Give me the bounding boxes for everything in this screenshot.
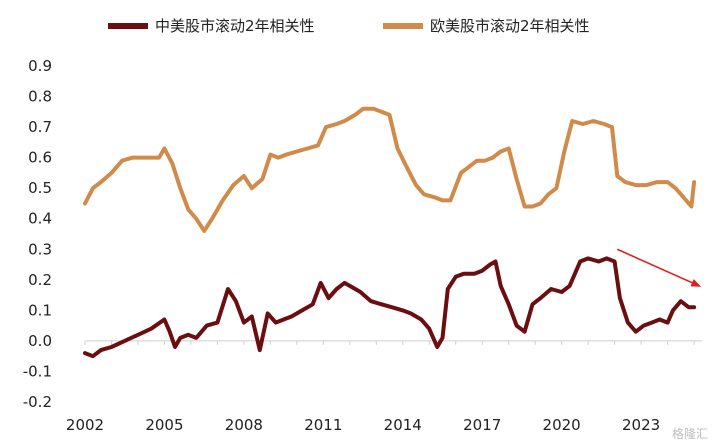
y-tick-label: 0.1	[28, 301, 52, 319]
y-tick-label: 0.9	[28, 57, 52, 75]
y-tick-label: 0.0	[28, 332, 52, 350]
annotation-layer	[616, 248, 702, 287]
x-tick-label: 2011	[304, 416, 342, 434]
y-tick-label: 0.5	[28, 179, 52, 197]
legend-label-us-china: 中美股市滚动2年相关性	[155, 17, 315, 35]
series-line-us-china	[83, 256, 697, 359]
y-tick-label: -0.2	[23, 393, 52, 411]
y-axis: 0.9 0.8 0.7 0.6 0.5 0.4 0.3 0.2 0.1 0.0 -0.1 -0.2	[23, 57, 52, 411]
y-tick-label: 0.4	[28, 210, 52, 228]
trend-arrow	[616, 248, 702, 287]
x-tick-label: 2005	[145, 416, 183, 434]
legend-item-us-europe: 欧美股市滚动2年相关性	[383, 17, 590, 35]
x-tick-label: 2020	[543, 416, 581, 434]
x-tick-label: 2014	[384, 416, 422, 434]
y-tick-label: 0.2	[28, 271, 52, 289]
y-tick-label: 0.3	[28, 240, 52, 258]
x-tick-label: 2008	[225, 416, 263, 434]
x-tick-label: 2017	[463, 416, 501, 434]
series-layer	[83, 106, 697, 359]
watermark-text: 格隆汇	[672, 426, 708, 441]
y-tick-label: 0.8	[28, 88, 52, 106]
legend-label-us-europe: 欧美股市滚动2年相关性	[430, 17, 590, 35]
y-tick-label: 0.7	[28, 118, 52, 136]
y-tick-label: 0.6	[28, 149, 52, 167]
series-line-us-europe	[83, 106, 697, 233]
x-tick-label: 2002	[66, 416, 104, 434]
x-tick-label: 2023	[622, 416, 660, 434]
x-axis: 2002 2005 2008 2011 2014 2017 2020 2023	[66, 340, 702, 434]
y-tick-label: -0.1	[23, 362, 52, 380]
legend-item-us-china: 中美股市滚动2年相关性	[108, 17, 315, 35]
legend: 中美股市滚动2年相关性 欧美股市滚动2年相关性	[108, 17, 590, 35]
